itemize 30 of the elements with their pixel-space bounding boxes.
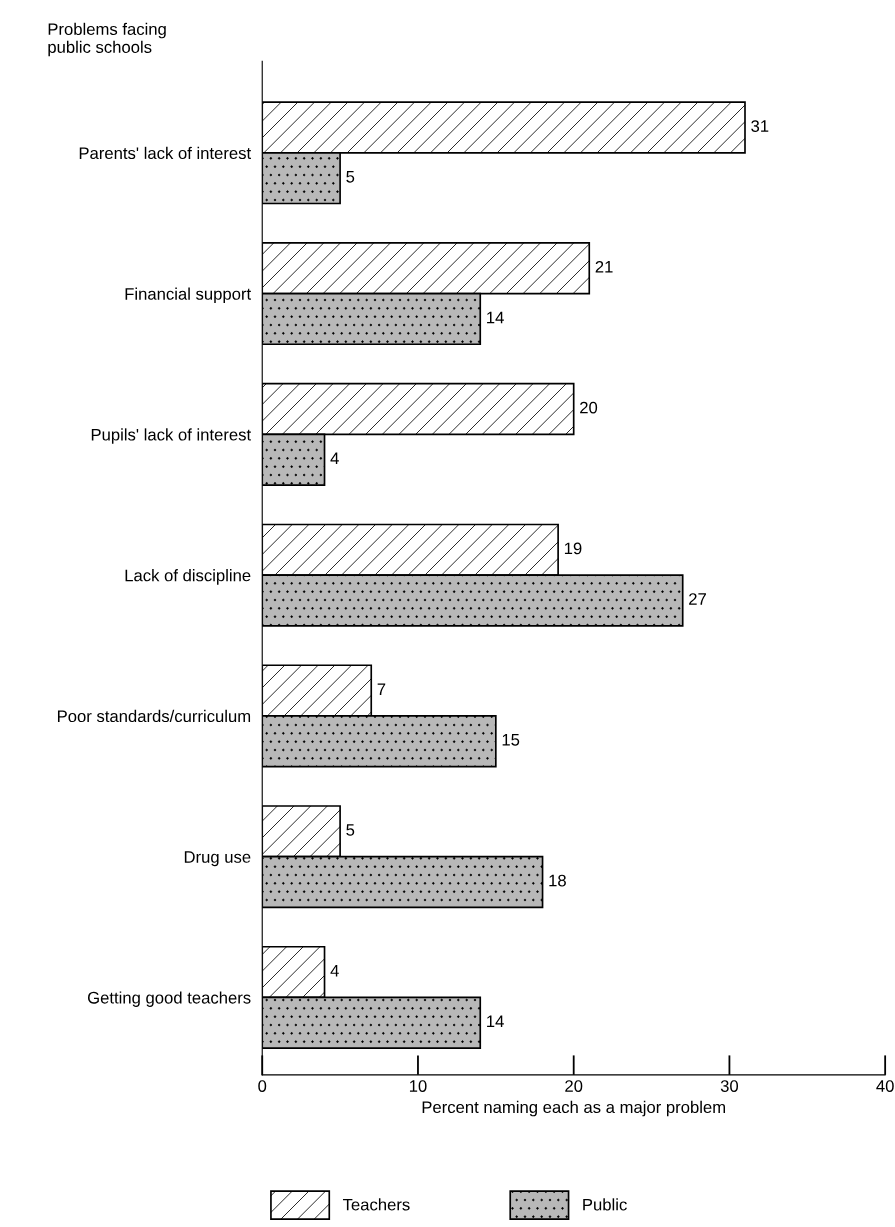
data-label: 4 <box>330 452 339 465</box>
y-tick-label: Pupils' lack of interest <box>91 428 252 444</box>
y-tick-label: Parents' lack of interest <box>79 146 252 160</box>
data-label: 19 <box>564 542 582 555</box>
x-tick-label: 40 <box>876 1080 894 1092</box>
legend-label: Teachers <box>342 1198 410 1211</box>
data-label: 14 <box>487 1015 504 1028</box>
data-label: 27 <box>689 593 706 605</box>
data-label: 7 <box>377 683 386 695</box>
y-tick-label: Drug use <box>184 851 251 867</box>
data-label: 5 <box>346 824 355 836</box>
data-label: 18 <box>549 874 566 887</box>
data-label: 14 <box>487 311 504 324</box>
x-tick-label: 10 <box>409 1080 427 1092</box>
legend-label: Public <box>583 1198 627 1211</box>
data-label: 4 <box>330 964 339 977</box>
y-tick-label: Poor standards/curriculum <box>57 709 251 723</box>
x-axis-title: Percent naming each as a major problem <box>422 1100 725 1117</box>
data-label: 5 <box>346 171 355 183</box>
x-tick-label: 30 <box>720 1080 739 1092</box>
x-tick-label: 0 <box>258 1080 267 1092</box>
data-label: 21 <box>595 260 613 273</box>
y-tick-label: Lack of discipline <box>125 569 251 585</box>
y-axis-title: Problems facing public schools <box>48 22 166 57</box>
data-label: 15 <box>502 734 520 746</box>
x-tick-label: 20 <box>565 1080 583 1092</box>
data-label: 20 <box>580 401 598 414</box>
data-label: 31 <box>751 120 769 132</box>
y-tick-label: Getting good teachers <box>87 991 251 1007</box>
y-tick-label: Financial support <box>125 287 252 304</box>
